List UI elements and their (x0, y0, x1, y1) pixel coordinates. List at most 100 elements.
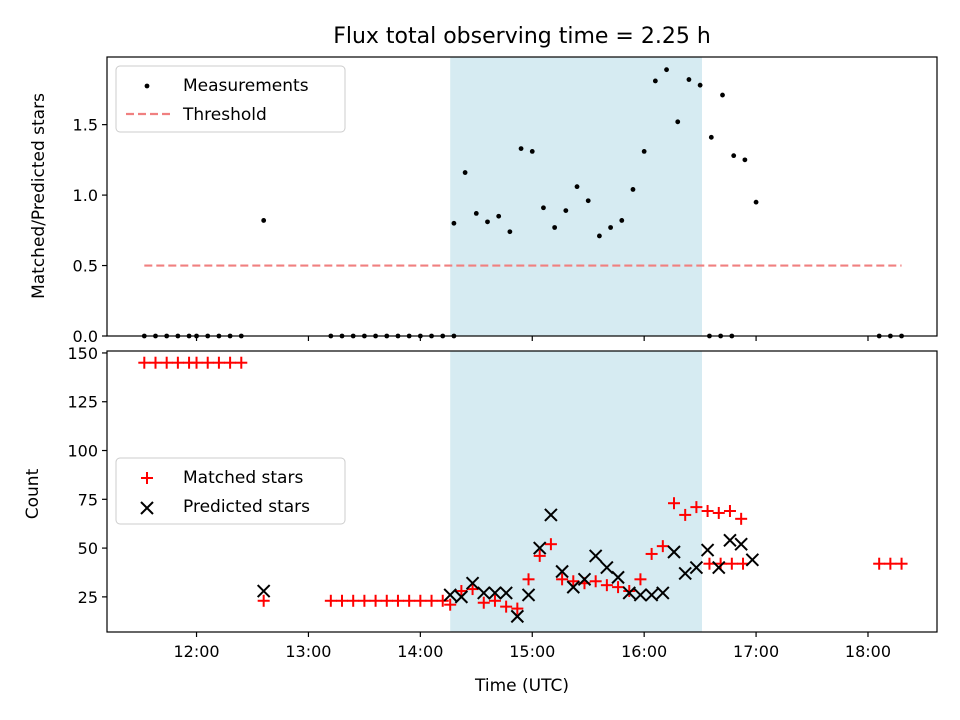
predicted-star-marker (465, 576, 480, 590)
matched-star-marker (358, 594, 371, 607)
predicted-star-marker (689, 560, 704, 575)
legend-x-marker (140, 501, 154, 515)
matched-star-marker (701, 505, 714, 518)
measurement-point (585, 198, 591, 204)
measurement-point (675, 119, 681, 125)
measurement-point (563, 208, 569, 213)
predicted-star-marker (488, 586, 502, 600)
legend-predicted-label: Predicted stars (183, 497, 310, 517)
matched-star-marker (235, 356, 248, 369)
predicted-star-marker (700, 543, 715, 557)
bottom-plot-frame (106, 350, 938, 633)
top-plot-frame (106, 56, 938, 337)
measurement-point (261, 218, 267, 223)
predicted-star-marker (533, 541, 547, 555)
matched-star-marker (668, 497, 681, 510)
matched-star-marker (690, 501, 703, 514)
bottom-ytick-label-3: 100 (67, 442, 98, 461)
bottom-legend: Matched stars Predicted stars (115, 457, 346, 525)
top-ylabel: Matched/Predicted stars (29, 93, 49, 299)
matched-star-marker (735, 512, 748, 525)
matched-star-marker (324, 594, 337, 607)
matched-star-marker (414, 594, 427, 607)
measurement-point (608, 225, 613, 230)
measurement-points (141, 67, 904, 339)
top-legend: Measurements Threshold (115, 65, 346, 133)
matched-star-marker (737, 557, 750, 570)
bottom-xtick-label-6: 18:00 (845, 642, 891, 661)
predicted-star-marker (477, 586, 491, 600)
measurement-point (697, 82, 703, 88)
matched-star-marker (895, 557, 908, 570)
matched-star-marker (190, 356, 203, 369)
predicted-star-marker (667, 545, 681, 559)
matched-star-marker (477, 596, 490, 609)
matched-star-markers (138, 356, 908, 615)
matched-star-marker (589, 575, 602, 588)
bottom-xlabel: Time (UTC) (474, 676, 569, 696)
predicted-star-marker (555, 564, 569, 579)
measurement-point (552, 225, 558, 230)
top-x-ticks (195, 336, 869, 341)
measurement-point (720, 92, 725, 98)
bottom-xtick-label-1: 13:00 (285, 642, 331, 661)
measurement-point (686, 77, 692, 82)
predicted-star-marker (577, 572, 592, 587)
measurement-point (507, 229, 513, 235)
predicted-star-marker (544, 508, 558, 522)
matched-star-marker (723, 505, 736, 518)
matched-star-marker (623, 585, 636, 598)
predicted-star-marker (611, 570, 625, 585)
predicted-star-marker (723, 533, 737, 547)
matched-star-marker (391, 594, 404, 607)
predicted-star-marker (745, 553, 760, 567)
bottom-ytick-label-4: 125 (67, 393, 98, 412)
bottom-ytick-label-2: 75 (78, 490, 98, 509)
matched-star-marker (336, 594, 349, 607)
matched-star-marker (380, 594, 393, 607)
top-title: Flux total observing time = 2.25 h (333, 24, 711, 49)
predicted-star-marker (499, 586, 513, 600)
measurement-point (462, 170, 468, 175)
matched-star-marker (436, 594, 449, 607)
bottom-panel: Count Time (UTC) 25 50 75 100 125 150 12:00 13… (23, 344, 938, 696)
measurement-point (541, 205, 546, 211)
measurement-point (664, 67, 669, 73)
matched-star-marker (634, 573, 647, 586)
measurement-point (496, 213, 502, 219)
matched-star-marker (714, 557, 727, 570)
matched-star-marker (201, 356, 214, 369)
predicted-star-marker (566, 580, 580, 594)
measurement-point (630, 187, 636, 192)
matched-star-marker (544, 538, 557, 551)
bottom-y-axis: 25 50 75 100 125 150 (67, 344, 107, 607)
top-ytick-label-1: 0.5 (73, 257, 98, 276)
bottom-ytick-label-5: 150 (67, 344, 98, 363)
matched-star-marker (725, 557, 738, 570)
predicted-star-marker (633, 588, 648, 602)
measurement-point (652, 78, 658, 84)
matched-star-marker (873, 557, 886, 570)
measurement-point (529, 149, 535, 154)
legend-measurements-label: Measurements (183, 76, 309, 96)
legend-plus-marker (141, 472, 153, 484)
predicted-star-marker (712, 560, 726, 575)
measurement-point (731, 153, 737, 159)
matched-star-marker (703, 557, 716, 570)
predicted-star-marker (510, 609, 525, 624)
measurement-point (753, 199, 759, 205)
matched-star-marker (369, 594, 382, 607)
matched-star-marker (645, 547, 658, 560)
bottom-ytick-label-1: 50 (78, 539, 98, 558)
matched-star-marker (600, 579, 613, 592)
matched-star-marker (149, 356, 162, 369)
matched-star-marker (567, 575, 580, 588)
top-highlight-band (450, 57, 702, 336)
matched-star-marker (455, 585, 468, 598)
matched-star-marker (444, 598, 457, 611)
measurement-point (619, 218, 625, 223)
measurement-point (597, 233, 602, 239)
matched-star-marker (138, 356, 151, 369)
top-ytick-label-0: 0.0 (73, 327, 98, 346)
